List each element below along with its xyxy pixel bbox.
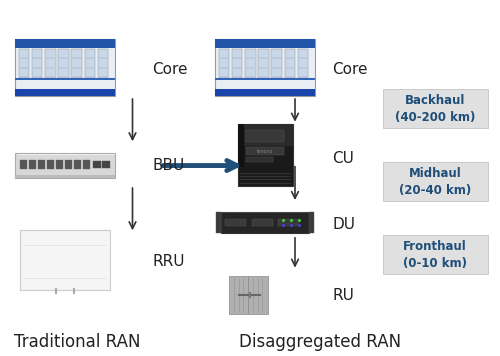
Text: Disaggregated RAN: Disaggregated RAN	[239, 333, 401, 351]
FancyBboxPatch shape	[258, 49, 268, 78]
FancyBboxPatch shape	[84, 49, 95, 78]
FancyBboxPatch shape	[15, 78, 115, 80]
FancyBboxPatch shape	[18, 49, 29, 78]
FancyBboxPatch shape	[45, 49, 56, 78]
FancyBboxPatch shape	[238, 124, 292, 186]
Text: RRU: RRU	[152, 254, 185, 269]
FancyBboxPatch shape	[215, 78, 315, 80]
FancyBboxPatch shape	[215, 89, 315, 96]
FancyBboxPatch shape	[221, 212, 308, 233]
FancyBboxPatch shape	[246, 157, 274, 162]
FancyBboxPatch shape	[15, 175, 115, 178]
FancyBboxPatch shape	[93, 161, 101, 168]
FancyBboxPatch shape	[215, 39, 315, 96]
FancyBboxPatch shape	[298, 49, 308, 78]
FancyBboxPatch shape	[232, 49, 242, 78]
FancyBboxPatch shape	[248, 276, 268, 314]
FancyBboxPatch shape	[98, 49, 108, 78]
Text: Backhaul
(40-200 km): Backhaul (40-200 km)	[395, 94, 475, 124]
FancyBboxPatch shape	[382, 162, 488, 201]
Text: lenovo: lenovo	[257, 148, 273, 154]
FancyBboxPatch shape	[238, 124, 244, 167]
FancyBboxPatch shape	[284, 49, 295, 78]
FancyBboxPatch shape	[15, 153, 115, 178]
FancyBboxPatch shape	[278, 219, 299, 226]
FancyBboxPatch shape	[246, 130, 284, 142]
FancyBboxPatch shape	[308, 212, 314, 233]
FancyBboxPatch shape	[272, 49, 282, 78]
FancyBboxPatch shape	[38, 160, 45, 169]
FancyBboxPatch shape	[82, 160, 90, 169]
Text: Core: Core	[332, 62, 368, 77]
FancyBboxPatch shape	[228, 276, 248, 314]
FancyBboxPatch shape	[32, 49, 42, 78]
FancyBboxPatch shape	[20, 160, 28, 169]
FancyBboxPatch shape	[47, 160, 54, 169]
FancyBboxPatch shape	[216, 212, 221, 233]
FancyBboxPatch shape	[20, 230, 110, 290]
FancyBboxPatch shape	[382, 89, 488, 128]
FancyBboxPatch shape	[74, 160, 81, 169]
FancyBboxPatch shape	[15, 39, 115, 48]
FancyBboxPatch shape	[64, 160, 72, 169]
Text: Midhaul
(20-40 km): Midhaul (20-40 km)	[399, 167, 471, 197]
FancyBboxPatch shape	[245, 49, 256, 78]
FancyBboxPatch shape	[238, 124, 292, 146]
Text: Core: Core	[152, 62, 188, 77]
FancyBboxPatch shape	[225, 219, 246, 226]
FancyBboxPatch shape	[24, 232, 111, 290]
FancyBboxPatch shape	[15, 39, 115, 96]
FancyBboxPatch shape	[382, 235, 488, 274]
FancyBboxPatch shape	[218, 49, 229, 78]
FancyBboxPatch shape	[15, 89, 115, 96]
Text: DU: DU	[332, 217, 355, 232]
FancyBboxPatch shape	[29, 160, 36, 169]
Text: RU: RU	[332, 288, 354, 303]
FancyBboxPatch shape	[72, 49, 82, 78]
Text: Traditional RAN: Traditional RAN	[14, 333, 141, 351]
FancyBboxPatch shape	[58, 49, 68, 78]
Text: Fronthaul
(0-10 km): Fronthaul (0-10 km)	[403, 240, 467, 269]
FancyBboxPatch shape	[215, 39, 315, 48]
FancyBboxPatch shape	[246, 147, 284, 155]
FancyBboxPatch shape	[102, 161, 110, 168]
FancyBboxPatch shape	[56, 160, 63, 169]
Text: CU: CU	[332, 151, 354, 166]
Text: BBU: BBU	[152, 158, 185, 173]
FancyBboxPatch shape	[252, 219, 273, 226]
